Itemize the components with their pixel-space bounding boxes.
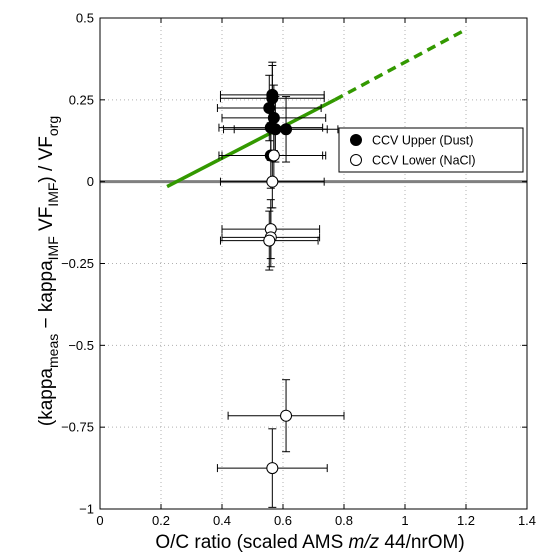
data-point-nacl xyxy=(267,149,280,162)
grid-layer xyxy=(100,18,527,509)
x-tick-label: 1.2 xyxy=(457,513,475,528)
legend-label-dust: CCV Upper (Dust) xyxy=(372,134,473,148)
x-tick-label: 0.2 xyxy=(152,513,170,528)
data-points xyxy=(263,88,293,475)
x-axis-label-italic: m/z xyxy=(349,532,380,553)
y-tick-label: −0.25 xyxy=(61,256,94,271)
y-axis-label: (kappameas − kappaIMF VFIMF) / VForg xyxy=(36,116,61,426)
data-point-dust xyxy=(263,102,276,115)
y-tick-label: 0.25 xyxy=(69,92,94,107)
legend-box xyxy=(338,127,524,173)
x-tick-label: 1 xyxy=(401,513,408,528)
y-tick-label: −1 xyxy=(79,502,94,517)
y-tick-label: 0 xyxy=(87,174,94,189)
x-tick-label: 0.8 xyxy=(335,513,353,528)
fit-line-dashed xyxy=(334,29,464,102)
data-point-nacl xyxy=(266,175,279,188)
data-point-nacl xyxy=(266,462,279,475)
x-axis-label: O/C ratio (scaled AMS m/z 44/nrOM) xyxy=(155,532,464,553)
x-tick-label: 1.4 xyxy=(518,513,536,528)
fit-line-solid xyxy=(166,98,336,189)
x-tick-label: 0 xyxy=(96,513,103,528)
legend-label-nacl: CCV Lower (NaCl) xyxy=(372,154,476,168)
legend: CCV Upper (Dust) CCV Lower (NaCl) xyxy=(338,127,524,173)
y-tick-label: 0.5 xyxy=(76,11,94,26)
data-point-nacl xyxy=(263,234,276,247)
data-point-dust xyxy=(280,123,293,136)
data-point-dust xyxy=(269,123,282,136)
legend-marker-dust xyxy=(350,134,362,146)
data-point-dust xyxy=(267,111,280,124)
x-tick-label: 0.4 xyxy=(213,513,231,528)
fit-line xyxy=(166,29,464,189)
axis-ticks: 0 0.2 0.4 0.6 0.8 1 1.2 1.4 0.5 0.25 0 −0.25 −0.5 −0.… xyxy=(61,11,536,529)
x-axis-label-pre: O/C ratio (scaled AMS xyxy=(155,532,348,553)
x-tick-label: 0.6 xyxy=(274,513,292,528)
legend-marker-nacl xyxy=(350,154,362,166)
y-tick-label: −0.5 xyxy=(68,338,94,353)
data-point-nacl xyxy=(280,409,293,422)
y-tick-label: −0.75 xyxy=(61,420,94,435)
data-point-dust xyxy=(266,92,279,105)
x-axis-label-post: 44/nrOM) xyxy=(379,532,465,553)
